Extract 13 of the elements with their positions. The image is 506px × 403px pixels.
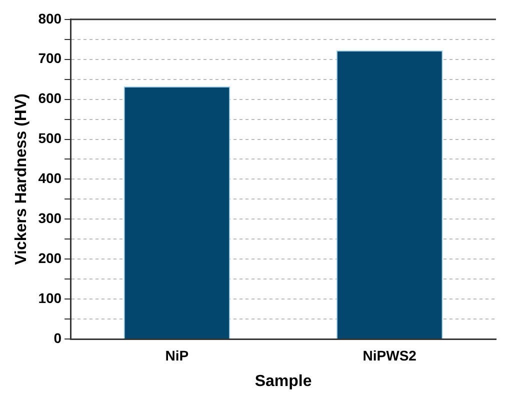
y-tick-label: 700 — [38, 50, 62, 66]
x-axis-title: Sample — [254, 372, 312, 390]
x-tick-label: NiP — [165, 347, 189, 364]
y-tick-label: 300 — [38, 210, 62, 226]
y-tick-label: 400 — [38, 170, 62, 186]
y-tick-label: 600 — [38, 90, 62, 106]
y-tick-label: 0 — [54, 330, 62, 346]
y-axis-title: Vickers Hardness (HV) — [13, 94, 30, 265]
y-tick-label: 800 — [38, 10, 62, 26]
y-tick-label: 100 — [38, 290, 62, 306]
x-tick-label: NiPWS2 — [362, 347, 417, 364]
y-tick-label: 200 — [38, 250, 62, 266]
y-tick-label: 500 — [38, 130, 62, 146]
